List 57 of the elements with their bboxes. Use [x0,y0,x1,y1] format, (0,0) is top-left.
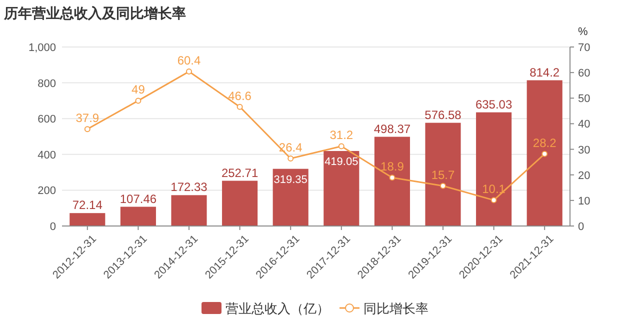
bar [70,213,106,226]
point [236,104,243,110]
data-label: 635.03 [475,97,512,112]
data-label: 814.2 [530,65,560,80]
data-label: 15.7 [431,168,455,182]
y2-tick-label: 50 [578,93,590,106]
bar [272,168,308,226]
bar [324,150,360,226]
y-tick-label: 0 [50,221,56,233]
data-label: 26.4 [278,140,303,154]
data-label: 498.37 [374,122,411,136]
y-tick-label: 200 [38,185,56,198]
data-label: 576.58 [424,108,462,122]
y-tick-label: 400 [38,149,56,162]
bar [526,80,562,226]
bar [120,206,156,226]
data-label: 37.9 [76,111,100,126]
point [186,68,192,75]
data-label: 319.35 [274,174,308,186]
data-label: 28.2 [532,136,557,150]
bar [425,122,461,226]
point [542,150,548,157]
y2-tick-label: 0 [578,221,584,233]
y2-tick-label: 20 [578,170,590,182]
point [338,143,344,150]
data-label: 419.05 [324,156,358,168]
data-label: 49 [132,82,146,97]
bar [374,136,410,226]
data-label: 252.71 [221,166,258,180]
point [440,182,446,189]
data-label: 60.4 [177,54,201,68]
data-label: 18.9 [380,160,404,174]
point [288,155,294,162]
y-tick-label: 1,000 [28,42,56,54]
point [135,98,142,104]
bar [171,195,207,226]
data-label: 72.14 [72,198,103,212]
point [84,126,90,132]
y2-tick-label: 10 [578,195,590,208]
legend-label: 同比增长率 [364,301,428,316]
point [490,197,497,204]
bar [222,180,258,226]
y-tick-label: 800 [38,78,56,90]
data-label: 172.33 [170,180,208,194]
point [389,174,396,181]
y2-tick-label: 40 [578,118,590,131]
y2-tick-label: 70 [578,42,590,54]
data-label: 46.6 [228,88,252,103]
bar [476,112,512,226]
legend-label: 营业总收入（亿） [226,301,330,316]
y2-axis-title: % [578,26,588,38]
chart-title: 历年营业总收入及同比增长率 [3,5,186,21]
y-tick-label: 600 [38,114,56,126]
data-label: 107.46 [120,192,157,206]
y2-tick-label: 60 [578,68,590,80]
data-label: 31.2 [330,128,354,142]
y2-tick-label: 30 [578,144,590,156]
